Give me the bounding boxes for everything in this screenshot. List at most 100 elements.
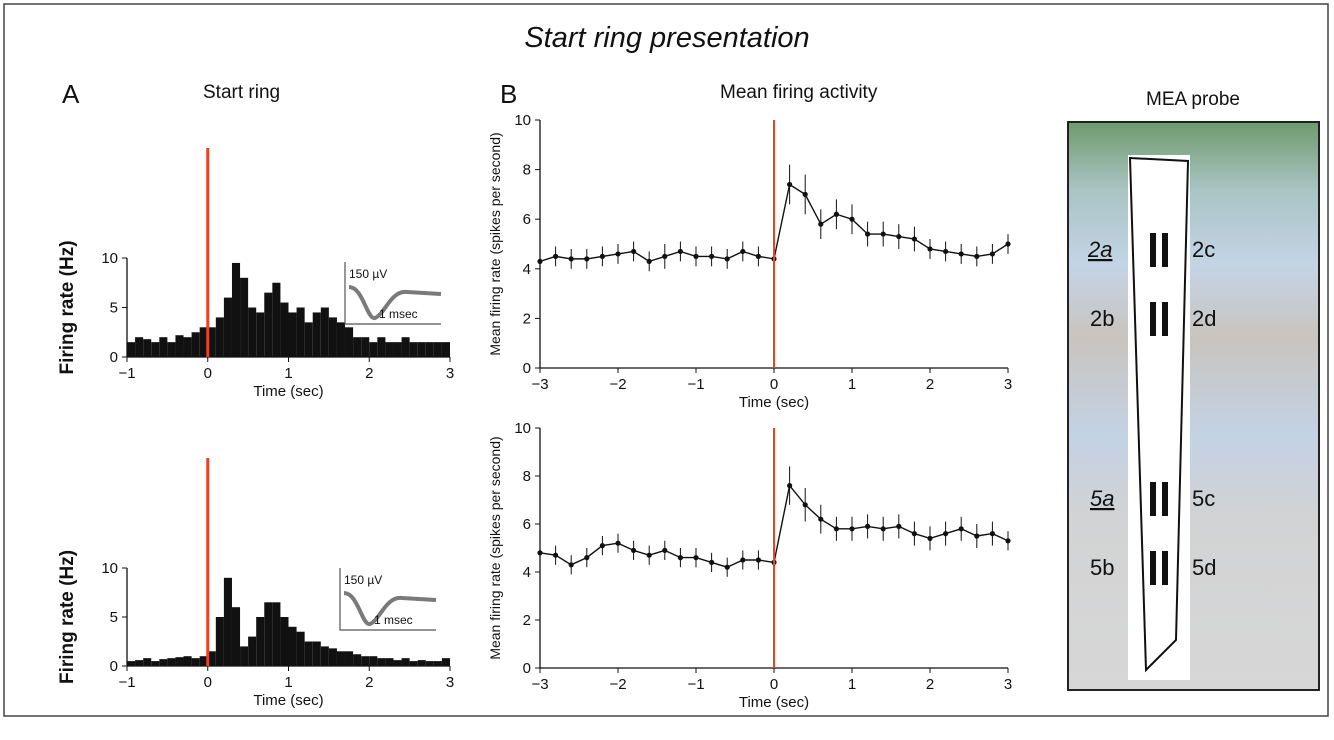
x-tick-label: −2 <box>609 376 626 393</box>
y-tick-label: 0 <box>110 658 118 675</box>
waveform <box>343 591 437 626</box>
bar <box>248 307 257 357</box>
x-tick-label: 1 <box>848 376 856 393</box>
point <box>943 248 949 255</box>
x-tick-label: −3 <box>531 676 548 693</box>
point <box>802 502 808 508</box>
x-tick-label: 2 <box>365 365 373 382</box>
bar <box>240 646 249 666</box>
x-tick-label: 2 <box>365 674 373 691</box>
x-tick-label: 2 <box>926 376 934 393</box>
y-axis-label: Firing rate (Hz) <box>57 240 78 374</box>
bar <box>433 661 442 666</box>
point <box>1005 538 1011 544</box>
bar <box>175 657 184 666</box>
point <box>631 248 637 255</box>
bar <box>183 337 192 357</box>
point <box>849 526 855 532</box>
x-tick-label: −1 <box>687 376 704 393</box>
point <box>553 253 559 259</box>
y-axis-label: Mean firing rate (spikes per second) <box>487 436 503 659</box>
point <box>724 564 730 570</box>
bar <box>393 660 402 666</box>
y-tick-label: 2 <box>523 612 531 629</box>
bar <box>369 656 378 666</box>
bar <box>167 658 176 666</box>
bar <box>328 648 337 666</box>
point <box>615 540 621 546</box>
bar <box>248 636 257 666</box>
y-tick-label: 6 <box>523 516 531 533</box>
bar <box>312 312 321 357</box>
point <box>818 516 824 522</box>
bar <box>401 337 410 357</box>
bar <box>393 342 402 357</box>
y-tick-label: 5 <box>110 300 118 317</box>
y-tick-label: 6 <box>523 211 531 228</box>
bar <box>199 327 208 357</box>
bar <box>425 661 434 666</box>
bar <box>425 342 434 357</box>
point <box>693 555 699 561</box>
point <box>662 253 668 259</box>
bar <box>256 312 265 357</box>
point <box>787 181 793 188</box>
electrodes <box>1150 233 1168 585</box>
bar <box>272 602 281 666</box>
point <box>880 526 886 532</box>
x-axis-label: Time (sec) <box>253 692 323 709</box>
x-axis-label: Time (sec) <box>739 394 809 411</box>
y-tick-label: 0 <box>523 660 531 677</box>
y-tick-label: 0 <box>110 349 118 366</box>
site-label: 5c <box>1192 486 1215 511</box>
y-tick-label: 4 <box>523 564 531 581</box>
bar <box>304 322 313 357</box>
point <box>958 251 964 257</box>
bar <box>264 292 273 357</box>
bar <box>377 337 386 357</box>
point <box>943 531 949 537</box>
point <box>1005 241 1011 247</box>
bar <box>223 577 232 666</box>
x-tick-label: 1 <box>848 676 856 693</box>
site-label: 5b <box>1090 555 1114 580</box>
bar <box>345 651 354 666</box>
bar <box>143 339 152 357</box>
point <box>880 231 886 237</box>
site-label: 2a <box>1087 237 1112 262</box>
point <box>709 559 715 566</box>
point <box>911 531 918 537</box>
bar <box>135 337 144 357</box>
bar <box>159 659 168 666</box>
bar <box>385 342 394 357</box>
bar <box>441 342 450 357</box>
probe-title: MEA probe <box>1146 89 1240 110</box>
point <box>584 555 590 561</box>
x-tick-label: 3 <box>1004 676 1012 693</box>
x-tick-label: 0 <box>770 676 778 693</box>
inset-label: 1 msec <box>374 613 413 627</box>
bar <box>135 660 144 666</box>
waveform-scale <box>344 262 441 325</box>
x-tick-label: 0 <box>204 365 212 382</box>
point <box>709 253 715 259</box>
x-tick-label: −1 <box>118 365 135 382</box>
point <box>755 253 762 259</box>
x-tick-label: −2 <box>609 676 626 693</box>
bar <box>264 602 273 666</box>
point <box>989 251 996 257</box>
bar <box>240 277 249 357</box>
bar <box>151 342 160 357</box>
x-tick-label: 3 <box>1004 376 1012 393</box>
bar <box>159 337 168 357</box>
bar <box>361 656 370 666</box>
bar <box>345 327 354 357</box>
bar <box>223 297 232 357</box>
bar <box>401 658 410 666</box>
bar <box>288 626 297 666</box>
bar <box>417 342 426 357</box>
bar <box>183 656 192 666</box>
point <box>537 550 543 556</box>
site-label: 5a <box>1090 486 1114 511</box>
